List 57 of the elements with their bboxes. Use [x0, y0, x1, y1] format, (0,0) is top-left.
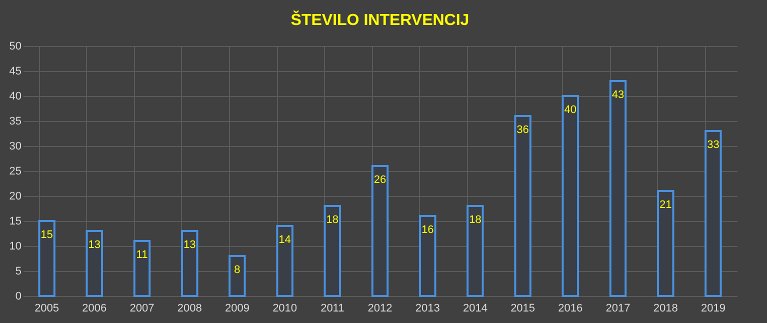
x-tick-label: 2008: [177, 302, 202, 314]
bar: [466, 205, 484, 297]
bar: [371, 165, 389, 297]
bar: [562, 95, 580, 297]
data-label: 8: [234, 264, 240, 276]
bar: [514, 115, 532, 297]
y-tick-label: 5: [15, 266, 22, 278]
y-tick-label: 35: [9, 116, 22, 128]
bar: [133, 240, 151, 297]
y-tick-label: 10: [9, 240, 22, 252]
y-tick-label: 25: [9, 166, 22, 178]
y-tick-label: 15: [9, 216, 22, 228]
bar: [324, 205, 342, 297]
x-tick-label: 2013: [415, 302, 440, 314]
data-label: 15: [40, 229, 53, 241]
data-label: 18: [469, 214, 482, 226]
chart-title: ŠTEVILO INTERVENCIJ: [290, 10, 470, 29]
x-tick-label: 2014: [462, 302, 488, 314]
x-tick-label: 2005: [34, 302, 60, 314]
x-tick-label: 2010: [272, 302, 298, 314]
x-tick-label: 2011: [320, 302, 344, 314]
bar: [228, 255, 246, 297]
bar: [704, 130, 722, 297]
bar: [656, 190, 674, 297]
bar: [418, 215, 436, 297]
bar: [38, 220, 56, 297]
bar: [276, 225, 294, 297]
data-label: 40: [564, 104, 577, 116]
bar: [86, 230, 104, 297]
data-label: 26: [374, 174, 386, 186]
x-tick-label: 2016: [558, 302, 583, 314]
data-label: 13: [88, 239, 101, 251]
data-label: 33: [707, 139, 720, 151]
x-tick-label: 2009: [224, 302, 250, 314]
x-tick-label: 2015: [510, 302, 536, 314]
y-tick-label: 40: [9, 90, 22, 102]
data-label: 43: [612, 89, 624, 101]
bar: [609, 80, 627, 297]
x-tick-label: 2018: [653, 302, 678, 314]
bar: [180, 230, 198, 297]
y-tick-label: 30: [9, 140, 22, 152]
data-label: 18: [326, 214, 339, 226]
y-tick-label: 20: [9, 190, 22, 202]
y-tick-label: 0: [15, 290, 22, 302]
data-label: 14: [278, 234, 291, 246]
data-label: 36: [516, 124, 529, 136]
data-label: 13: [183, 239, 196, 251]
y-tick-label: 45: [9, 66, 22, 78]
x-tick-label: 2006: [82, 302, 107, 314]
data-label: 21: [659, 199, 672, 211]
x-tick-label: 2012: [368, 302, 392, 314]
y-tick-label: 50: [9, 40, 22, 52]
data-label: 16: [421, 224, 434, 236]
x-tick-label: 2007: [130, 302, 154, 314]
x-tick-label: 2019: [700, 302, 726, 314]
data-label: 11: [136, 249, 148, 261]
x-tick-label: 2017: [606, 302, 630, 314]
